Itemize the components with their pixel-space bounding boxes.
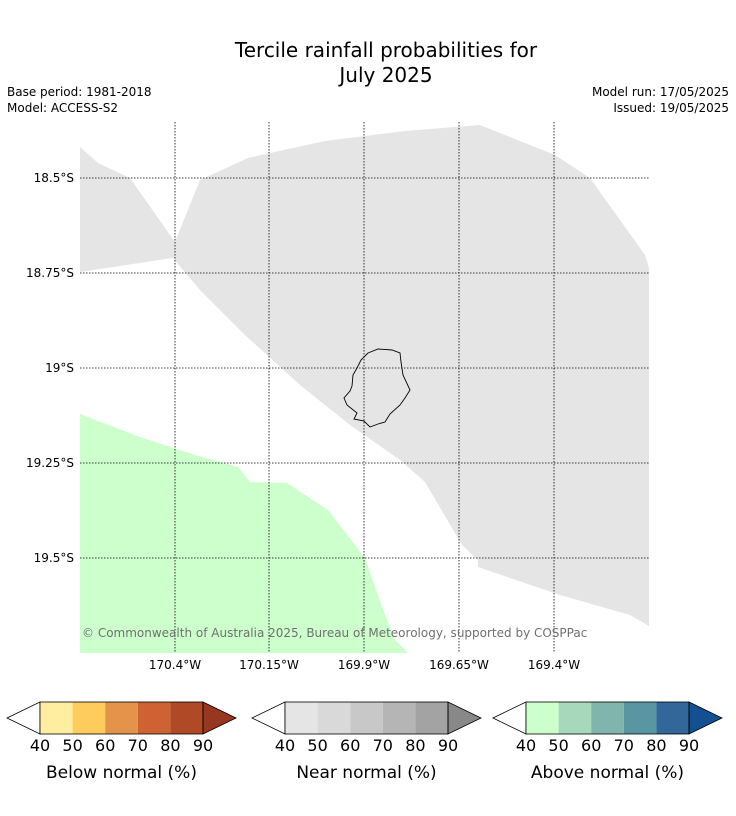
legend-tick-label: 50 bbox=[62, 736, 82, 755]
legend-color-cell bbox=[317, 702, 351, 734]
legend-tick-label: 40 bbox=[30, 736, 50, 755]
legend-color-cell bbox=[105, 702, 138, 734]
legend-tick-label: 40 bbox=[516, 736, 536, 755]
model-text: Model: ACCESS-S2 bbox=[7, 101, 119, 115]
legend-tick-label: 90 bbox=[193, 736, 213, 755]
legend-extend-low bbox=[492, 701, 527, 735]
legend-color-cell bbox=[170, 702, 203, 734]
legend-tick-label: 80 bbox=[405, 736, 425, 755]
legend-color-cell bbox=[591, 702, 624, 734]
legend-bar-outline bbox=[525, 701, 690, 735]
lat-label: 19.5°S bbox=[34, 551, 74, 565]
issued-text: Issued: 19/05/2025 bbox=[613, 101, 729, 115]
legend-tick-label: 50 bbox=[307, 736, 327, 755]
map-title-line-2: July 2025 bbox=[339, 63, 433, 87]
legend-color-cell bbox=[656, 702, 689, 734]
legend-color-cell bbox=[415, 702, 448, 734]
island-coastline bbox=[343, 348, 411, 428]
legend-color-cell bbox=[382, 702, 416, 734]
legend-below-normal: 40 50 60 70 80 90 Below normal (%) bbox=[6, 701, 237, 783]
map-title: Tercile rainfall probabilities for July … bbox=[0, 38, 736, 88]
legend-color-cell bbox=[137, 702, 171, 734]
lon-label: 170.4°W bbox=[149, 658, 201, 672]
lon-label: 170.15°W bbox=[239, 658, 299, 672]
legend-bar-outline bbox=[284, 701, 449, 735]
meta-right: Model run: 17/05/2025 Issued: 19/05/2025 bbox=[592, 84, 729, 116]
legend-tick-label: 70 bbox=[614, 736, 634, 755]
legend-tick-label: 40 bbox=[275, 736, 295, 755]
lat-label: 19°S bbox=[45, 361, 74, 375]
map-title-line-1: Tercile rainfall probabilities for bbox=[234, 38, 538, 62]
legend-tick-label: 80 bbox=[160, 736, 180, 755]
lat-label: 18.5°S bbox=[34, 171, 74, 185]
legend-tick-label: 70 bbox=[373, 736, 393, 755]
legend-bar-outline bbox=[39, 701, 204, 735]
legend-tick-label: 50 bbox=[548, 736, 568, 755]
model-run-text: Model run: 17/05/2025 bbox=[591, 85, 729, 99]
lat-label: 19.25°S bbox=[26, 456, 74, 470]
legend-color-cell bbox=[526, 702, 559, 734]
above-normal-region bbox=[80, 414, 408, 653]
legend-color-cell bbox=[285, 702, 318, 734]
legend-extend-high bbox=[202, 701, 237, 735]
legend-title: Near normal (%) bbox=[296, 763, 436, 783]
lon-label: 169.9°W bbox=[338, 658, 390, 672]
base-period-text: Base period: 1981-2018 bbox=[7, 85, 152, 99]
legend-tick-label: 60 bbox=[581, 736, 601, 755]
copyright-text: © Commonwealth of Australia 2025, Bureau… bbox=[82, 626, 587, 640]
legend-tick-label: 60 bbox=[340, 736, 360, 755]
legend-tick-label: 60 bbox=[95, 736, 115, 755]
lon-label: 169.65°W bbox=[429, 658, 489, 672]
legend-tick-label: 90 bbox=[438, 736, 458, 755]
legend-color-cell bbox=[558, 702, 592, 734]
legend-extend-high bbox=[447, 701, 482, 735]
legend-color-cell bbox=[72, 702, 106, 734]
legend-above-normal: 40 50 60 70 80 90 Above normal (%) bbox=[492, 701, 723, 783]
legend-tick-label: 80 bbox=[646, 736, 666, 755]
legend-extend-low bbox=[251, 701, 286, 735]
legend-title: Above normal (%) bbox=[531, 763, 684, 783]
meta-left: Base period: 1981-2018 Model: ACCESS-S2 bbox=[7, 84, 152, 116]
legend-title: Below normal (%) bbox=[46, 763, 197, 783]
legend-color-cell bbox=[40, 702, 73, 734]
lon-label: 169.4°W bbox=[528, 658, 580, 672]
legend-extend-high bbox=[688, 701, 723, 735]
legend-color-cell bbox=[623, 702, 657, 734]
legend-extend-low bbox=[6, 701, 41, 735]
legend-color-cell bbox=[350, 702, 383, 734]
legend-tick-label: 90 bbox=[679, 736, 699, 755]
legend-tick-label: 70 bbox=[128, 736, 148, 755]
graticule bbox=[80, 122, 649, 653]
near-normal-region bbox=[80, 125, 649, 626]
lat-label: 18.75°S bbox=[26, 266, 74, 280]
